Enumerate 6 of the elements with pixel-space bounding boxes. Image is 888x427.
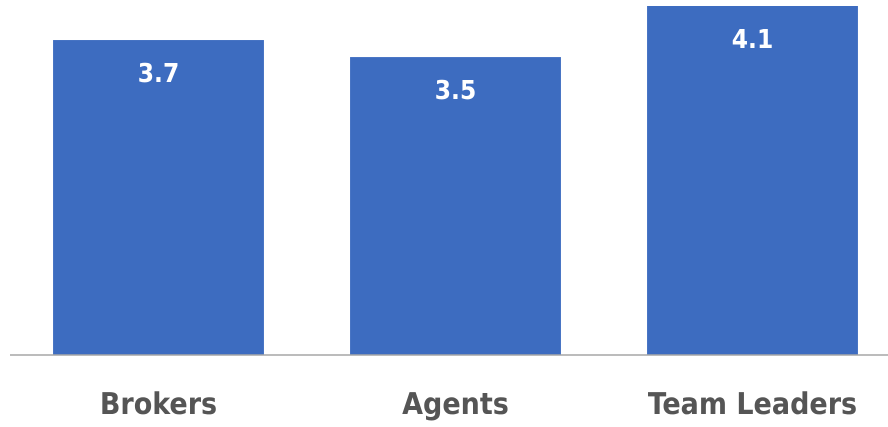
data-label: 4.1 <box>732 25 774 55</box>
data-label: 3.7 <box>138 59 180 90</box>
data-label: 3.5 <box>434 76 476 106</box>
x-tick-label: Brokers <box>100 387 218 422</box>
x-tick-label: Agents <box>402 387 509 422</box>
x-tick-label: Team Leaders <box>648 387 858 422</box>
